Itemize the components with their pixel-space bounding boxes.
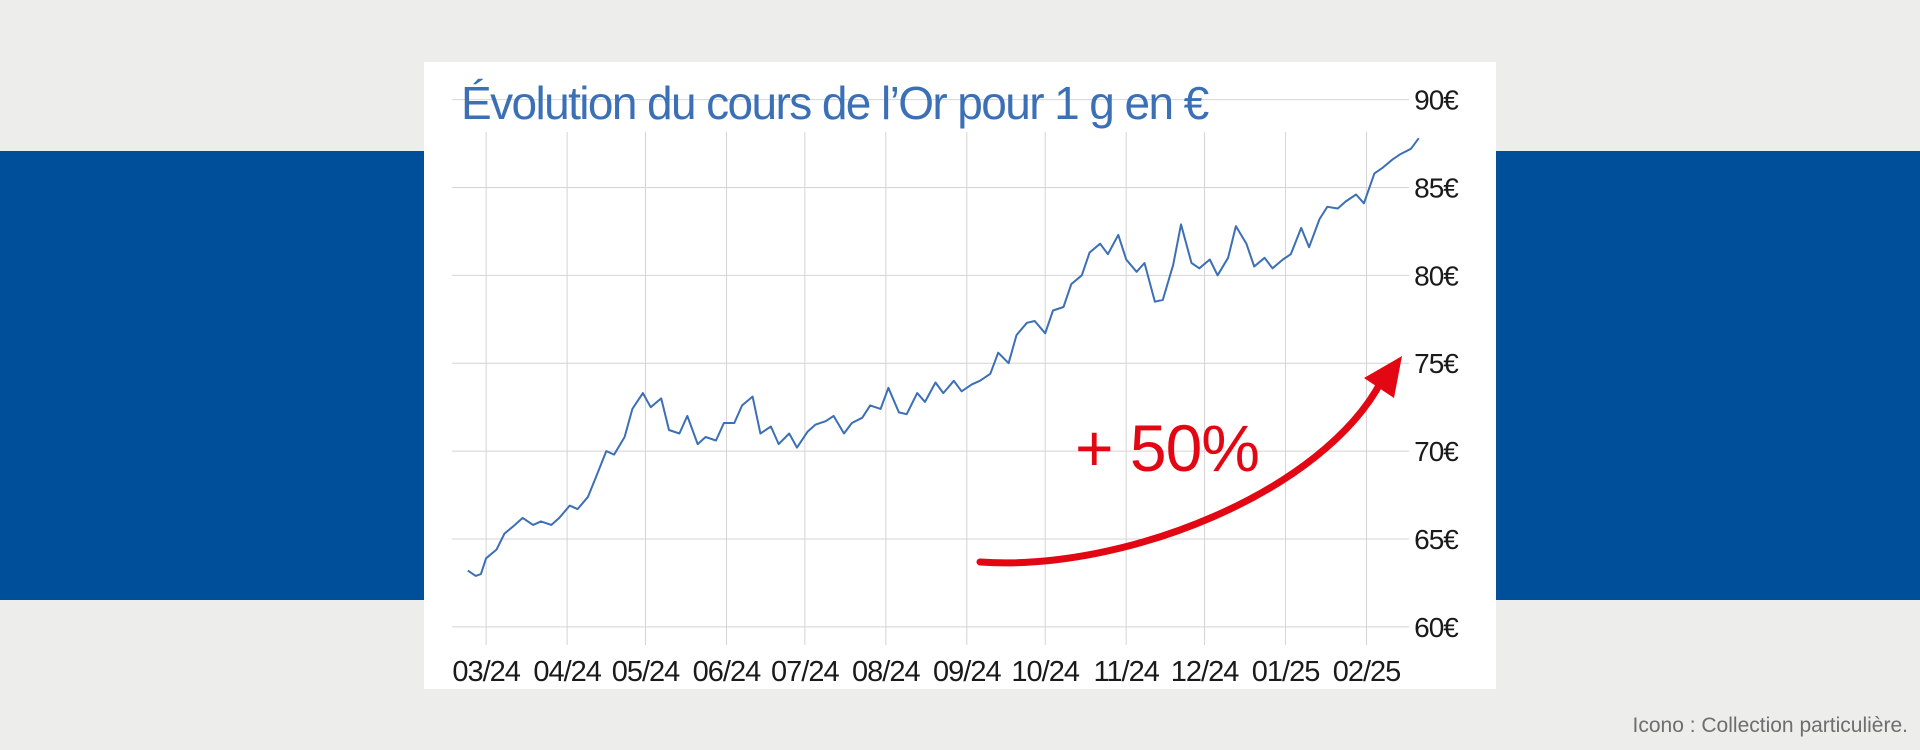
gold-price-line-chart: 60€ 65€ 70€ 75€ 80€ 85€ 90€ 03/24 04/24 05/24 06/… xyxy=(452,85,1460,688)
y-axis-labels: 60€ 65€ 70€ 75€ 80€ 85€ 90€ xyxy=(1414,85,1460,643)
gold-price-line xyxy=(467,137,1420,577)
x-tick-label: 03/24 xyxy=(452,656,520,688)
annotation-arrow xyxy=(976,356,1402,567)
chart-title: Évolution du cours de l’Or pour 1 g en € xyxy=(461,77,1209,129)
arrow-shaft xyxy=(976,376,1386,567)
x-tick-label: 12/24 xyxy=(1171,656,1239,688)
x-tick-label: 07/24 xyxy=(771,656,839,688)
growth-annotation-label: + 50% xyxy=(1075,411,1260,485)
x-tick-label: 09/24 xyxy=(933,656,1001,688)
series-layer xyxy=(467,137,1420,577)
x-tick-label: 08/24 xyxy=(852,656,920,688)
image-credit: Icono : Collection particulière. xyxy=(1632,714,1908,737)
y-tick-label: 90€ xyxy=(1414,85,1459,116)
y-tick-label: 75€ xyxy=(1414,348,1459,379)
x-tick-label: 05/24 xyxy=(612,656,680,688)
x-tick-label: 01/25 xyxy=(1252,656,1320,688)
x-tick-label: 11/24 xyxy=(1093,656,1159,688)
y-tick-label: 80€ xyxy=(1414,260,1459,291)
x-axis-labels: 03/24 04/24 05/24 06/24 07/24 08/24 09/24 10/24… xyxy=(452,656,1401,688)
y-tick-label: 65€ xyxy=(1414,524,1459,555)
x-tick-label: 02/25 xyxy=(1333,656,1401,688)
y-tick-label: 70€ xyxy=(1414,436,1459,467)
y-tick-label: 60€ xyxy=(1414,612,1459,643)
y-tick-label: 85€ xyxy=(1414,172,1459,203)
chart-grid xyxy=(452,99,1409,645)
x-tick-label: 10/24 xyxy=(1011,656,1079,688)
x-tick-label: 06/24 xyxy=(693,656,761,688)
x-tick-label: 04/24 xyxy=(533,656,601,688)
chart-panel: 60€ 65€ 70€ 75€ 80€ 85€ 90€ 03/24 04/24 05/24 06/… xyxy=(424,62,1496,689)
arrow-head-icon xyxy=(1364,356,1402,398)
